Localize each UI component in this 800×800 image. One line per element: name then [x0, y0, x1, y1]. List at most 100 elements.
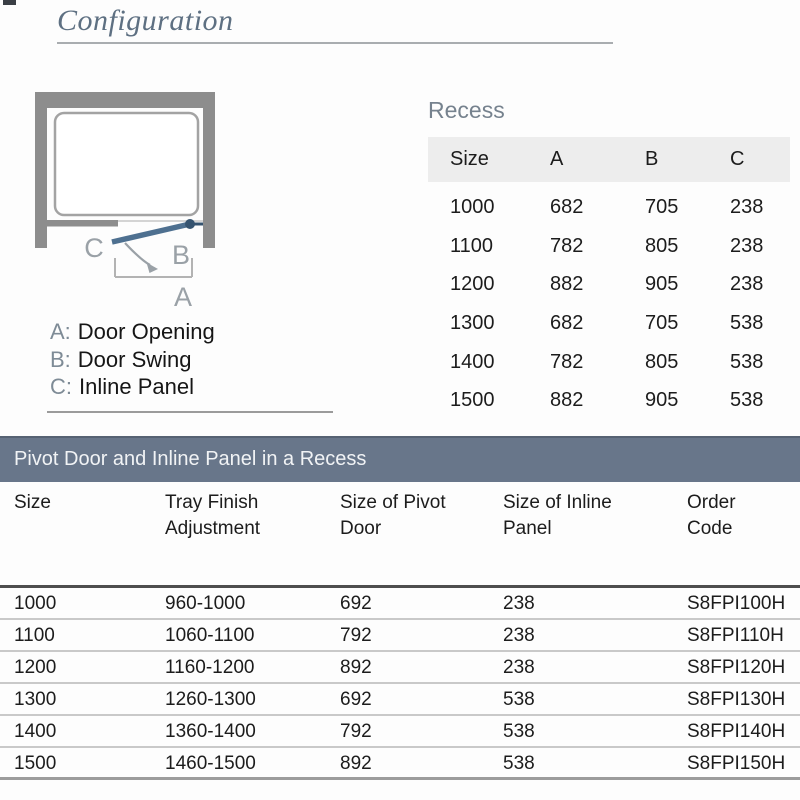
pivot-col-tray: Tray Finish Adjustment	[165, 492, 261, 539]
cell-tray: 1060-1100	[165, 625, 255, 646]
table-row: 1300 1260-1300 692 538 S8FPI130H	[0, 684, 800, 716]
recess-col-a: A	[550, 148, 564, 170]
shower-tray	[53, 111, 200, 217]
pivot-hinge-dot	[185, 219, 195, 229]
cell-order-code: S8FPI140H	[687, 721, 786, 742]
cell-b: 905	[645, 273, 679, 296]
diagram-label-a: A	[174, 282, 192, 310]
cell-size: 1500	[14, 753, 57, 774]
cell-tray: 1160-1200	[165, 657, 255, 678]
pivot-col-size: Size	[14, 492, 51, 513]
cell-door: 692	[340, 689, 372, 710]
section-band: Pivot Door and Inline Panel in a Recess	[0, 436, 800, 482]
diagram-label-b: B	[172, 240, 190, 270]
cell-a: 782	[550, 350, 584, 373]
cell-size: 1200	[450, 273, 495, 296]
table-row: 1300 682 705 538	[428, 304, 790, 343]
cell-size: 1000	[450, 195, 495, 218]
cell-size: 1500	[450, 389, 495, 412]
inline-panel-bar	[45, 220, 118, 227]
recess-table-title: Recess	[428, 97, 505, 123]
recess-table-header: Size A B C	[428, 137, 790, 182]
legend-item-b: B: Door Swing	[50, 346, 215, 374]
table-row: 1000 682 705 238	[428, 188, 790, 227]
title-underline	[57, 42, 613, 44]
cell-order-code: S8FPI130H	[687, 689, 786, 710]
pivot-table-body: 1000 960-1000 692 238 S8FPI100H 1100 106…	[0, 588, 800, 780]
legend-underline	[47, 411, 333, 413]
table-row: 1100 1060-1100 792 238 S8FPI110H	[0, 620, 800, 652]
cell-order-code: S8FPI110H	[687, 625, 784, 646]
cell-size: 1100	[450, 234, 494, 257]
door-swing-arc	[124, 242, 151, 266]
legend-key-c: C:	[50, 374, 72, 399]
cell-order-code: S8FPI100H	[687, 593, 786, 614]
cell-c: 538	[730, 389, 764, 412]
wall-top	[35, 92, 215, 108]
cell-size: 1300	[450, 311, 495, 334]
table-row: 1500 882 905 538	[428, 381, 790, 420]
page-title: Configuration	[57, 4, 234, 37]
cell-c: 538	[730, 311, 764, 334]
cell-size: 1200	[14, 657, 57, 678]
cell-size: 1300	[14, 689, 57, 710]
table-row: 1200 1160-1200 892 238 S8FPI120H	[0, 652, 800, 684]
legend-label-b: Door Swing	[77, 346, 192, 372]
legend-key-b: B:	[50, 346, 71, 372]
cell-b: 705	[645, 195, 679, 218]
table-row: 1400 782 805 538	[428, 343, 790, 382]
legend-key-a: A:	[50, 319, 71, 344]
table-row: 1500 1460-1500 892 538 S8FPI150H	[0, 748, 800, 780]
legend-label-c: Inline Panel	[79, 374, 194, 399]
wall-right	[203, 92, 215, 248]
recess-col-b: B	[645, 148, 659, 170]
cell-b: 905	[645, 389, 679, 412]
cell-b: 805	[645, 350, 679, 373]
pivot-col-door: Size of Pivot Door	[340, 492, 446, 539]
cell-c: 538	[730, 350, 764, 373]
cell-tray: 960-1000	[165, 593, 246, 614]
wall-left	[35, 92, 47, 248]
cell-door: 892	[340, 657, 372, 678]
recess-col-size: Size	[450, 148, 489, 170]
cell-a: 882	[550, 389, 584, 412]
cell-a: 882	[550, 273, 584, 296]
cell-panel: 238	[503, 657, 535, 678]
cell-panel: 538	[503, 753, 535, 774]
pivot-door-line	[111, 221, 191, 245]
cell-tray: 1460-1500	[165, 753, 256, 774]
cell-order-code: S8FPI150H	[687, 753, 786, 774]
door-swing-arrowhead	[146, 262, 158, 273]
cell-tray: 1360-1400	[165, 721, 256, 742]
cell-order-code: S8FPI120H	[687, 657, 786, 678]
cell-door: 692	[340, 593, 372, 614]
table-row: 1400 1360-1400 792 538 S8FPI140H	[0, 716, 800, 748]
pivot-table-header: Size Tray Finish Adjustment Size of Pivo…	[0, 490, 800, 541]
table-row: 1100 782 805 238	[428, 227, 790, 266]
cell-panel: 538	[503, 689, 535, 710]
legend-label-a: Door Opening	[77, 319, 215, 344]
cell-door: 792	[340, 721, 372, 742]
recess-col-c: C	[730, 148, 745, 170]
cell-tray: 1260-1300	[165, 689, 256, 710]
table-row: 1200 882 905 238	[428, 265, 790, 304]
cell-size: 1100	[14, 625, 55, 646]
legend-item-c: C: Inline Panel	[50, 373, 215, 401]
cell-b: 805	[645, 234, 679, 257]
cell-size: 1000	[14, 593, 57, 614]
pivot-col-panel: Size of Inline Panel	[503, 492, 612, 539]
cell-panel: 238	[503, 625, 535, 646]
cell-a: 782	[550, 234, 584, 257]
pivot-col-order: Order Code	[687, 492, 736, 539]
diagram-label-c: C	[84, 233, 104, 263]
recess-plan-diagram: C B A	[35, 92, 215, 310]
cell-panel: 238	[503, 593, 535, 614]
section-band-title: Pivot Door and Inline Panel in a Recess	[14, 448, 367, 470]
cell-door: 892	[340, 753, 372, 774]
cell-a: 682	[550, 311, 584, 334]
cell-door: 792	[340, 625, 372, 646]
corner-artifact	[3, 0, 16, 5]
cell-size: 1400	[14, 721, 57, 742]
cell-a: 682	[550, 195, 584, 218]
